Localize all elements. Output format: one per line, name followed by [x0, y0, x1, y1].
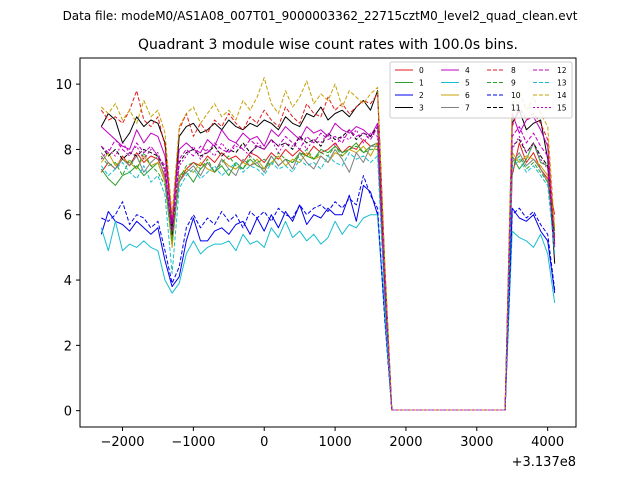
y-tick-label: 4 [64, 274, 72, 289]
legend-label-4: 4 [465, 66, 470, 75]
legend-label-11: 11 [511, 104, 521, 113]
legend-label-2: 2 [419, 91, 424, 100]
x-tick-label: −1000 [171, 435, 215, 450]
legend-label-12: 12 [557, 66, 567, 75]
x-tick-label: −2000 [101, 435, 145, 450]
y-tick-label: 10 [55, 78, 72, 93]
y-tick-label: 2 [64, 339, 72, 354]
x-tick-label: 0 [260, 435, 268, 450]
legend-label-5: 5 [465, 79, 470, 88]
legend-label-13: 13 [557, 79, 567, 88]
x-offset-label: +3.137e8 [512, 455, 576, 470]
axis-ticks: −2000 −1000 0 1000 2000 3000 4000 0 2 4 6 8 10 [55, 78, 564, 450]
legend-box [389, 61, 573, 119]
legend-label-9: 9 [511, 79, 516, 88]
y-tick-label: 8 [64, 143, 72, 158]
series-line-10 [101, 175, 556, 411]
legend-label-6: 6 [465, 91, 470, 100]
series-line-14 [100, 77, 556, 411]
series-line-13 [100, 152, 556, 411]
chart-title: Quadrant 3 module wise count rates with … [138, 37, 518, 53]
legend-label-1: 1 [419, 79, 424, 88]
x-tick-label: 2000 [389, 435, 422, 450]
x-tick-label: 1000 [319, 435, 352, 450]
legend-label-3: 3 [419, 104, 424, 113]
legend-label-0: 0 [419, 66, 424, 75]
y-tick-label: 6 [64, 209, 72, 224]
series-line-15 [100, 129, 556, 411]
legend-label-8: 8 [511, 66, 516, 75]
legend-label-7: 7 [465, 104, 470, 113]
x-tick-label: 4000 [531, 435, 564, 450]
legend-label-15: 15 [557, 104, 567, 113]
x-tick-label: 3000 [460, 435, 493, 450]
y-tick-label: 0 [64, 405, 72, 420]
chart-suptitle: Data file: modeM0/AS1A08_007T01_90000033… [63, 9, 578, 23]
legend-label-10: 10 [511, 91, 521, 100]
legend-label-14: 14 [557, 91, 567, 100]
series-layer [100, 77, 556, 411]
plot-frame [79, 57, 577, 428]
